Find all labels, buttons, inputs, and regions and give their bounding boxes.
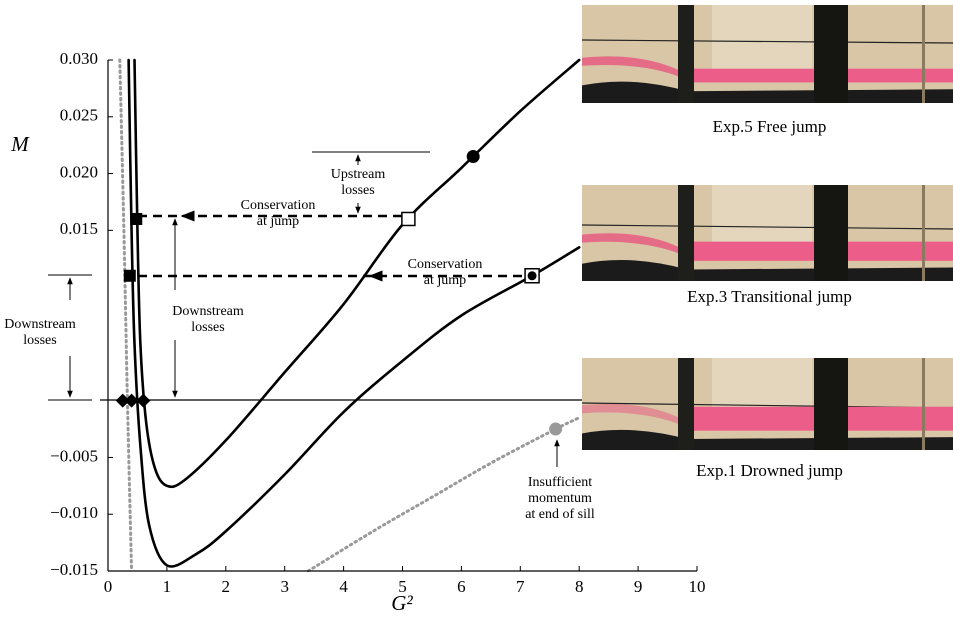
- marker: [124, 393, 139, 408]
- marker: [136, 393, 151, 408]
- x-tick-label: 5: [398, 577, 407, 596]
- pink-flow: [582, 233, 682, 255]
- labels: 0 1 2 3 4 5 6 7 8 9 10 −0.015 −0.010 −0.005 0.015 0.020…: [4, 49, 852, 615]
- x-tick-label: 7: [516, 577, 525, 596]
- annotation: Upstream: [331, 167, 386, 182]
- y-tick-label: 0.015: [60, 219, 98, 238]
- y-tick-label: −0.010: [50, 503, 98, 522]
- annotation: at end of sill: [525, 507, 595, 522]
- annotation: losses: [341, 183, 374, 198]
- x-axis-label: G²: [391, 591, 413, 615]
- annotation: Conservation: [408, 257, 483, 272]
- x-tick-label: 8: [575, 577, 584, 596]
- y-tick-label: 0.020: [60, 162, 98, 181]
- photo-caption: Exp.1 Drowned jump: [696, 461, 843, 480]
- annotation: at jump: [257, 214, 299, 229]
- post: [922, 358, 925, 450]
- y-tick-label: 0.030: [60, 49, 98, 68]
- pink-flow: [582, 56, 682, 78]
- marker: [549, 422, 563, 436]
- post: [678, 358, 694, 450]
- x-tick-label: 4: [339, 577, 348, 596]
- annotation: losses: [191, 320, 224, 335]
- post: [814, 5, 848, 103]
- photos: [581, 5, 953, 450]
- x-tick-label: 6: [457, 577, 466, 596]
- bed: [582, 81, 953, 103]
- x-tick-label: 2: [222, 577, 231, 596]
- marker-dot: [527, 271, 537, 281]
- annotation: Downstream: [172, 304, 244, 319]
- x-tick-label: 9: [634, 577, 643, 596]
- y-tick-label: −0.015: [50, 560, 98, 579]
- water-line: [581, 39, 953, 44]
- y-axis-label: M: [10, 132, 30, 156]
- bed: [582, 260, 953, 281]
- marker: [123, 269, 136, 282]
- y-tick-label: 0.025: [60, 106, 98, 125]
- marker: [130, 212, 143, 225]
- post: [678, 185, 694, 281]
- curve: [133, 58, 581, 489]
- pink-flow: [582, 403, 682, 426]
- post: [922, 185, 925, 281]
- x-tick-label: 10: [689, 577, 706, 596]
- photo-caption: Exp.3 Transitional jump: [687, 287, 852, 306]
- photo-caption: Exp.5 Free jump: [713, 117, 827, 136]
- water-line: [581, 224, 953, 230]
- annotation: Insufficient: [528, 475, 592, 490]
- post: [814, 358, 848, 450]
- marker: [401, 211, 416, 227]
- curve: [127, 58, 581, 568]
- post: [922, 5, 925, 103]
- annotation: momentum: [528, 491, 592, 506]
- x-tick-label: 0: [104, 577, 113, 596]
- marker: [115, 393, 130, 408]
- x-tick-label: 3: [280, 577, 289, 596]
- post: [678, 5, 694, 103]
- annotation: Downstream: [4, 317, 76, 332]
- bed: [582, 429, 953, 450]
- x-tick-label: 1: [163, 577, 172, 596]
- y-tick-label: −0.005: [50, 446, 98, 465]
- annotation: Conservation: [241, 198, 316, 213]
- marker: [466, 150, 480, 164]
- post: [814, 185, 848, 281]
- annotation: losses: [23, 333, 56, 348]
- annotation: at jump: [424, 273, 466, 288]
